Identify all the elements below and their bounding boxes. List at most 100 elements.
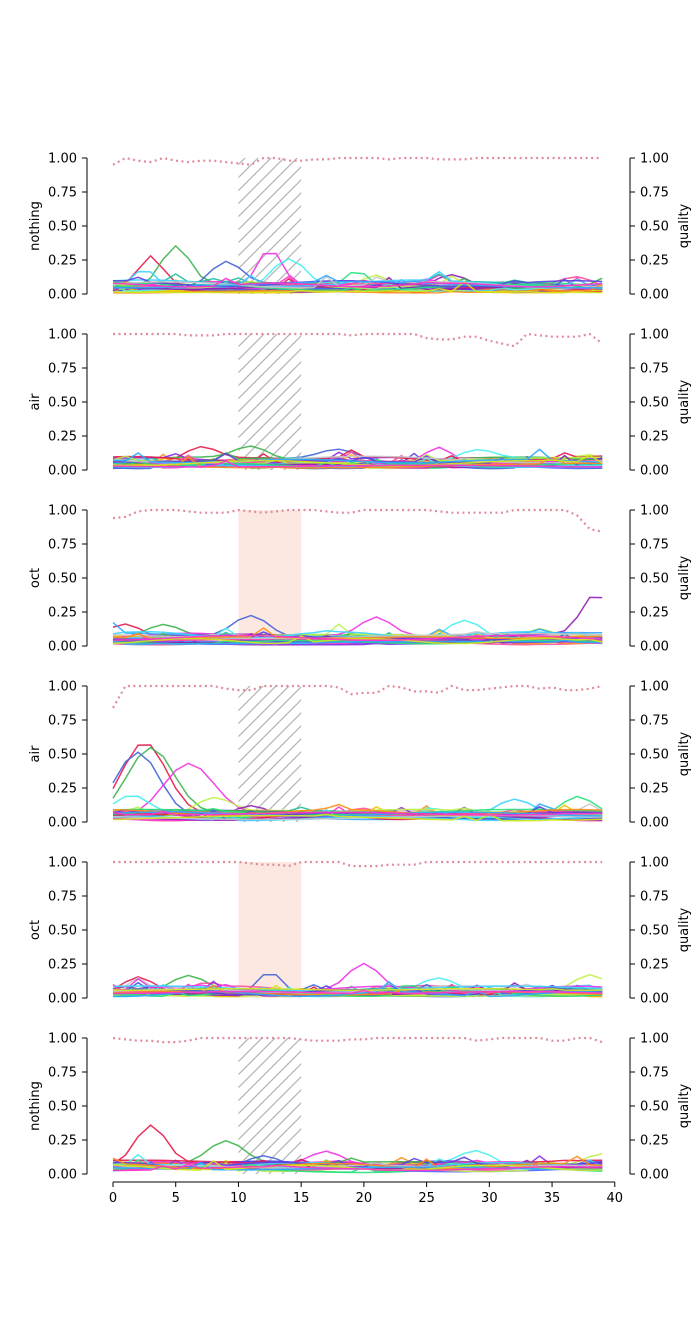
right-y-tick-label: 0.00 [640,816,669,831]
right-y-tick-label: 0.00 [640,464,669,479]
y-tick-label: 0.25 [48,430,77,445]
right-y-axis-label: quality [677,731,692,776]
x-tick-label: 10 [230,1191,247,1206]
y-tick-label: 0.00 [48,816,77,831]
series-group [112,445,603,470]
quality-line [112,1036,603,1044]
panel-5: 0.00 0.00 0.25 0.25 0.50 0.50 0.75 0.75 1.00 1.00… [28,856,692,1007]
series-group [112,244,603,294]
right-y-tick-label: 1.00 [640,328,669,343]
panel-6: 0.00 0.00 0.25 0.25 0.50 0.50 0.75 0.75 1.00 1.00… [28,1032,692,1183]
right-y-tick-label: 0.75 [640,538,669,553]
series-line [113,1163,603,1172]
right-y-axis-label: quality [677,907,692,952]
y-tick-label: 0.00 [48,288,77,303]
series-line [112,744,603,817]
y-tick-label: 1.00 [48,152,77,167]
right-y-axis-label: quality [677,379,692,424]
panel-1: 0.00 0.00 0.25 0.25 0.50 0.50 0.75 0.75 1.00 1.00… [28,152,692,303]
right-y-tick-label: 1.00 [640,504,669,519]
right-y-tick-label: 0.00 [640,992,669,1007]
right-y-tick-label: 0.75 [640,186,669,201]
right-y-tick-label: 0.50 [640,1100,669,1115]
y-tick-label: 1.00 [48,680,77,695]
right-y-axis-label: quality [677,555,692,600]
y-tick-label: 0.00 [48,992,77,1007]
x-tick-label: 5 [172,1191,180,1206]
y-axis-label: nothing [28,201,43,251]
right-y-tick-label: 0.00 [640,288,669,303]
right-y-tick-label: 1.00 [640,152,669,167]
right-y-tick-label: 1.00 [640,1032,669,1047]
x-tick-label: 30 [481,1191,498,1206]
y-tick-label: 0.50 [48,748,77,763]
panel-3: 0.00 0.00 0.25 0.25 0.50 0.50 0.75 0.75 1.00 1.00… [28,504,692,655]
y-tick-label: 0.75 [48,186,77,201]
y-tick-label: 0.50 [48,396,77,411]
series-line [112,634,603,642]
series-group [112,1124,603,1174]
series-line [112,987,603,991]
x-tick-label: 15 [293,1191,310,1206]
right-y-tick-label: 0.25 [640,1134,669,1149]
series-group [112,596,603,646]
hatched-region [238,334,302,470]
right-y-tick-label: 0.50 [640,924,669,939]
right-y-tick-label: 0.25 [640,254,669,269]
quality-line [113,860,603,868]
y-tick-label: 1.00 [48,1032,77,1047]
y-tick-label: 0.50 [48,1100,77,1115]
y-tick-label: 0.25 [48,1134,77,1149]
y-axis-label: air [28,393,43,411]
y-tick-label: 0.00 [48,640,77,655]
right-y-tick-label: 0.75 [640,890,669,905]
y-tick-label: 0.25 [48,958,77,973]
y-tick-label: 1.00 [48,504,77,519]
hatched-region [238,158,302,294]
series-group [112,744,603,822]
series-line [112,630,603,640]
y-tick-label: 0.25 [48,782,77,797]
right-y-tick-label: 0.25 [640,606,669,621]
right-y-tick-label: 0.25 [640,430,669,445]
quality-line [113,332,603,348]
y-tick-label: 0.50 [48,924,77,939]
y-tick-label: 0.25 [48,606,77,621]
y-axis-label: nothing [28,1081,43,1131]
x-tick-label: 35 [544,1191,561,1206]
y-tick-label: 0.75 [48,1066,77,1081]
y-tick-label: 0.75 [48,362,77,377]
y-axis-label: oct [28,568,43,588]
right-y-tick-label: 1.00 [640,680,669,695]
panel-2: 0.00 0.00 0.25 0.25 0.50 0.50 0.75 0.75 1.00 1.00… [28,328,692,479]
series-line [112,1155,603,1170]
right-y-tick-label: 0.25 [640,782,669,797]
right-y-tick-label: 0.50 [640,220,669,235]
x-tick-label: 0 [109,1191,117,1206]
y-tick-label: 0.00 [48,464,77,479]
quality-line [112,508,603,533]
hatched-region [238,1038,302,1174]
series-line [112,985,603,998]
x-tick-label: 25 [418,1191,435,1206]
series-line [112,281,603,294]
series-line [112,635,603,645]
y-tick-label: 0.50 [48,220,77,235]
y-tick-label: 1.00 [48,328,77,343]
right-y-tick-label: 0.00 [640,640,669,655]
y-axis-label: oct [28,920,43,940]
highlight-region [238,510,302,646]
y-tick-label: 1.00 [48,856,77,871]
panel-4: 0.00 0.00 0.25 0.25 0.50 0.50 0.75 0.75 1.00 1.00… [28,680,692,831]
series-line [112,639,603,645]
y-tick-label: 0.75 [48,714,77,729]
right-y-tick-label: 0.75 [640,714,669,729]
series-line [112,751,603,819]
y-tick-label: 0.50 [48,572,77,587]
x-tick-label: 40 [607,1191,624,1206]
series-line [112,813,603,822]
right-y-tick-label: 0.50 [640,572,669,587]
quality-line [112,156,603,166]
right-y-axis-label: quality [677,1083,692,1128]
